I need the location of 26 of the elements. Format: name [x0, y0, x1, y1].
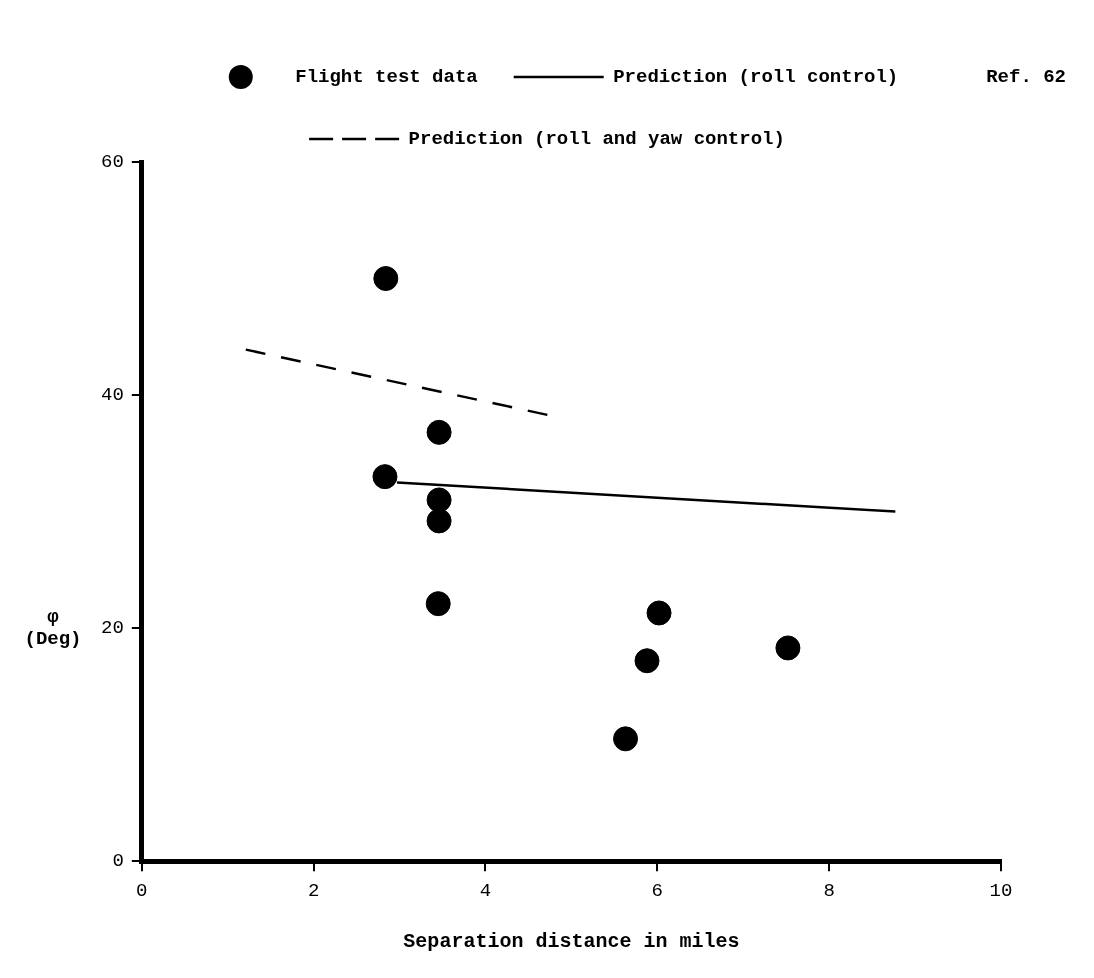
legend-label: Flight test data: [295, 65, 478, 88]
x-tick-label: 10: [989, 879, 1013, 902]
point: [775, 635, 801, 661]
text: Ref. 62: [986, 65, 1066, 88]
point: [425, 591, 451, 617]
point: [426, 508, 452, 534]
y-tick-label: 40: [100, 384, 124, 407]
point: [426, 419, 452, 445]
point: [613, 726, 639, 752]
point: [426, 487, 452, 513]
legend-label: Prediction (roll and yaw control): [408, 127, 785, 150]
x-tick-label: 2: [307, 879, 320, 902]
x-tick-label: 4: [479, 879, 492, 902]
y-tick-label: 0: [112, 850, 124, 873]
y-tick-label: 20: [100, 617, 124, 640]
point: [372, 464, 398, 490]
point: [634, 648, 660, 674]
point: [646, 600, 672, 626]
y-tick-label: 60: [100, 151, 124, 174]
point: [373, 266, 399, 292]
legend-label: Prediction (roll control): [613, 65, 899, 88]
x-axis-title: Separation distance in miles: [403, 930, 740, 954]
x-tick-label: 0: [136, 879, 148, 902]
x-tick-label: 6: [651, 879, 664, 902]
x-tick-label: 8: [823, 879, 835, 902]
y-axis-title: φ (Deg): [24, 605, 82, 650]
